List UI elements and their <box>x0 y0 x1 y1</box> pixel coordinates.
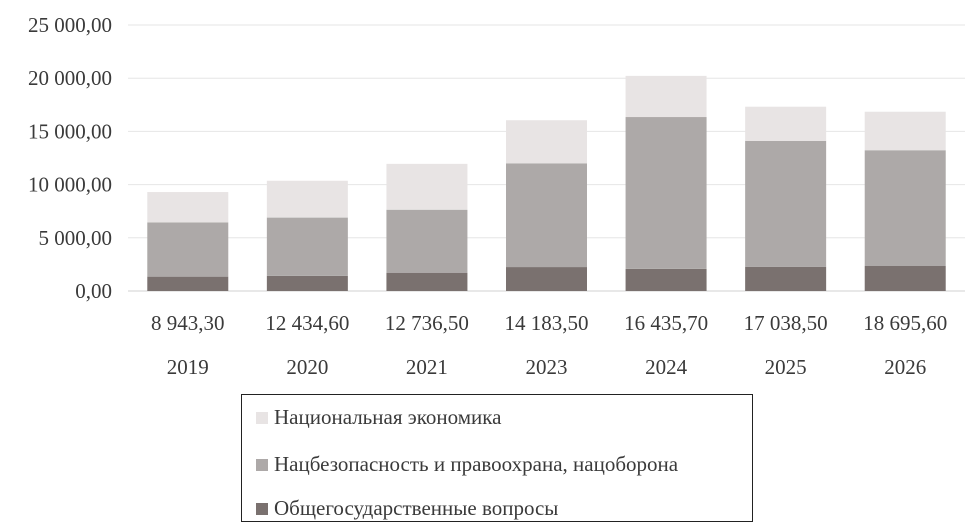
legend-swatch-general-state <box>256 502 268 515</box>
y-tick-label: 15 000,00 <box>28 119 112 143</box>
bar-segment <box>266 180 348 218</box>
bar-segment <box>386 209 468 273</box>
bar-segment <box>864 150 946 266</box>
bar-segment <box>625 75 707 118</box>
x-category-label: 2025 <box>765 355 807 379</box>
bar-segment <box>266 217 348 276</box>
legend-label-general-state: Общегосударственные вопросы <box>274 496 559 520</box>
legend-label-national-economy: Национальная экономика <box>274 405 502 429</box>
legend-swatch-security-defense <box>256 458 268 471</box>
bar-segment <box>386 272 468 291</box>
y-tick-label: 0,00 <box>75 279 112 303</box>
bar-segment <box>147 222 229 277</box>
y-tick-label: 10 000,00 <box>28 173 112 197</box>
x-value-label: 16 435,70 <box>624 311 708 335</box>
x-value-label: 8 943,30 <box>151 311 225 335</box>
legend: Национальная экономика Нацбезопасность и… <box>241 394 753 522</box>
x-category-label: 2026 <box>884 355 926 379</box>
bar-segment <box>745 106 827 141</box>
x-value-label: 14 183,50 <box>505 311 589 335</box>
legend-label-security-defense: Нацбезопасность и правоохрана, нацоборон… <box>274 452 679 476</box>
x-category-label: 2024 <box>645 355 688 379</box>
bar-segment <box>745 266 827 291</box>
bar-segment <box>864 111 946 151</box>
bar-segment <box>506 267 587 291</box>
bar-segment <box>506 120 587 164</box>
bar-segment <box>147 192 229 223</box>
bar-segment <box>864 265 946 291</box>
legend-item-national-economy: Национальная экономика <box>256 405 501 430</box>
x-value-label: 12 434,60 <box>265 311 349 335</box>
legend-item-security-defense: Нацбезопасность и правоохрана, нацоборон… <box>256 452 678 477</box>
x-value-label: 18 695,60 <box>863 311 947 335</box>
legend-swatch-national-economy <box>256 411 268 424</box>
y-tick-label: 20 000,00 <box>28 66 112 90</box>
bar-segment <box>745 140 827 267</box>
y-tick-label: 5 000,00 <box>39 226 113 250</box>
x-category-label: 2020 <box>286 355 328 379</box>
x-category-label: 2019 <box>167 355 209 379</box>
x-category-label: 2023 <box>526 355 568 379</box>
bar-segment <box>625 117 707 269</box>
legend-item-general-state: Общегосударственные вопросы <box>256 496 558 521</box>
bar-segment <box>147 276 229 291</box>
x-category-label: 2021 <box>406 355 448 379</box>
x-value-label: 12 736,50 <box>385 311 469 335</box>
y-tick-label: 25 000,00 <box>28 13 112 37</box>
bar-segment <box>266 275 348 291</box>
bar-segment <box>386 163 468 210</box>
bar-segment <box>506 163 587 268</box>
x-value-label: 17 038,50 <box>744 311 828 335</box>
bar-segment <box>625 268 707 291</box>
